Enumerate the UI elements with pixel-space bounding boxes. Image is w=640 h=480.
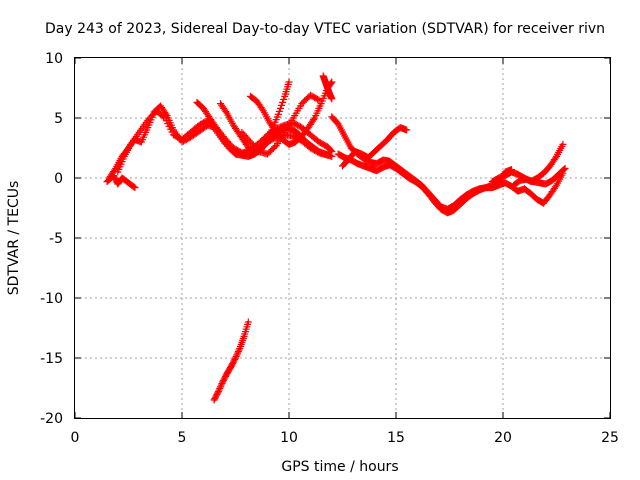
data-point — [328, 78, 336, 86]
series-arc-13 — [510, 164, 569, 189]
x-tick-label: 5 — [178, 430, 187, 446]
y-tick-labels: 10 5 0 -5 -10 -15 -20 — [40, 51, 63, 427]
y-tick-label: 0 — [54, 171, 63, 187]
data-point — [218, 380, 226, 388]
data-point — [215, 386, 223, 394]
chart-title: Day 243 of 2023, Sidereal Day-to-day VTE… — [45, 21, 605, 37]
data-point — [258, 105, 266, 113]
data-point — [130, 183, 138, 191]
data-point — [276, 104, 284, 112]
data-point — [222, 108, 230, 116]
data-point — [232, 354, 239, 362]
series-arc-8 — [319, 72, 336, 103]
data-point — [244, 318, 252, 326]
x-tick-label: 15 — [387, 430, 405, 446]
x-tick-label: 0 — [71, 430, 80, 446]
x-tick-labels: 0 5 10 15 20 25 — [71, 430, 619, 446]
data-point — [310, 116, 318, 124]
data-point — [315, 96, 323, 104]
data-point — [560, 165, 568, 173]
data-point — [271, 143, 279, 151]
data-point — [285, 78, 293, 86]
x-axis-label: GPS time / hours — [281, 459, 398, 475]
y-tick-label: -20 — [40, 411, 63, 427]
plot-frame — [74, 57, 611, 419]
data-point — [234, 349, 242, 357]
data-point — [274, 110, 282, 118]
data-point — [326, 146, 334, 154]
data-point — [232, 352, 240, 360]
data-point — [216, 384, 224, 392]
data-point — [217, 381, 225, 389]
data-point — [328, 95, 336, 103]
data-point — [131, 184, 139, 192]
data-point — [279, 98, 287, 106]
series-arc-14 — [210, 318, 252, 404]
data-point — [214, 388, 222, 396]
data-point — [559, 140, 567, 148]
series-arc-10 — [334, 150, 567, 217]
data-point — [551, 183, 559, 191]
data-point — [328, 152, 336, 160]
data-point — [234, 348, 242, 356]
series-arc-11 — [339, 124, 411, 170]
y-axis-label: SDTVAR / TECUs — [6, 181, 22, 296]
data-point — [217, 383, 225, 391]
x-tick-label: 20 — [494, 430, 512, 446]
series-arc-6 — [238, 91, 323, 158]
data-point — [551, 154, 559, 162]
x-tick-label: 25 — [601, 430, 619, 446]
data-point — [403, 126, 411, 134]
data-point — [280, 95, 288, 103]
data-point — [235, 346, 243, 354]
data-point — [314, 95, 322, 103]
y-tick-label: -10 — [40, 291, 63, 307]
data-point — [561, 164, 569, 172]
series-arc-7 — [246, 78, 336, 148]
data-point — [214, 389, 222, 397]
data-point — [231, 355, 239, 363]
data-point — [275, 107, 283, 115]
y-tick-label: -15 — [40, 351, 63, 367]
y-tick-label: 5 — [54, 111, 63, 127]
data-point — [159, 113, 167, 121]
data-point — [233, 351, 241, 359]
y-tick-label: 10 — [45, 51, 63, 67]
data-points — [103, 72, 569, 404]
y-tick-label: -5 — [49, 231, 63, 247]
data-point — [278, 101, 286, 109]
x-tick-label: 10 — [280, 430, 298, 446]
